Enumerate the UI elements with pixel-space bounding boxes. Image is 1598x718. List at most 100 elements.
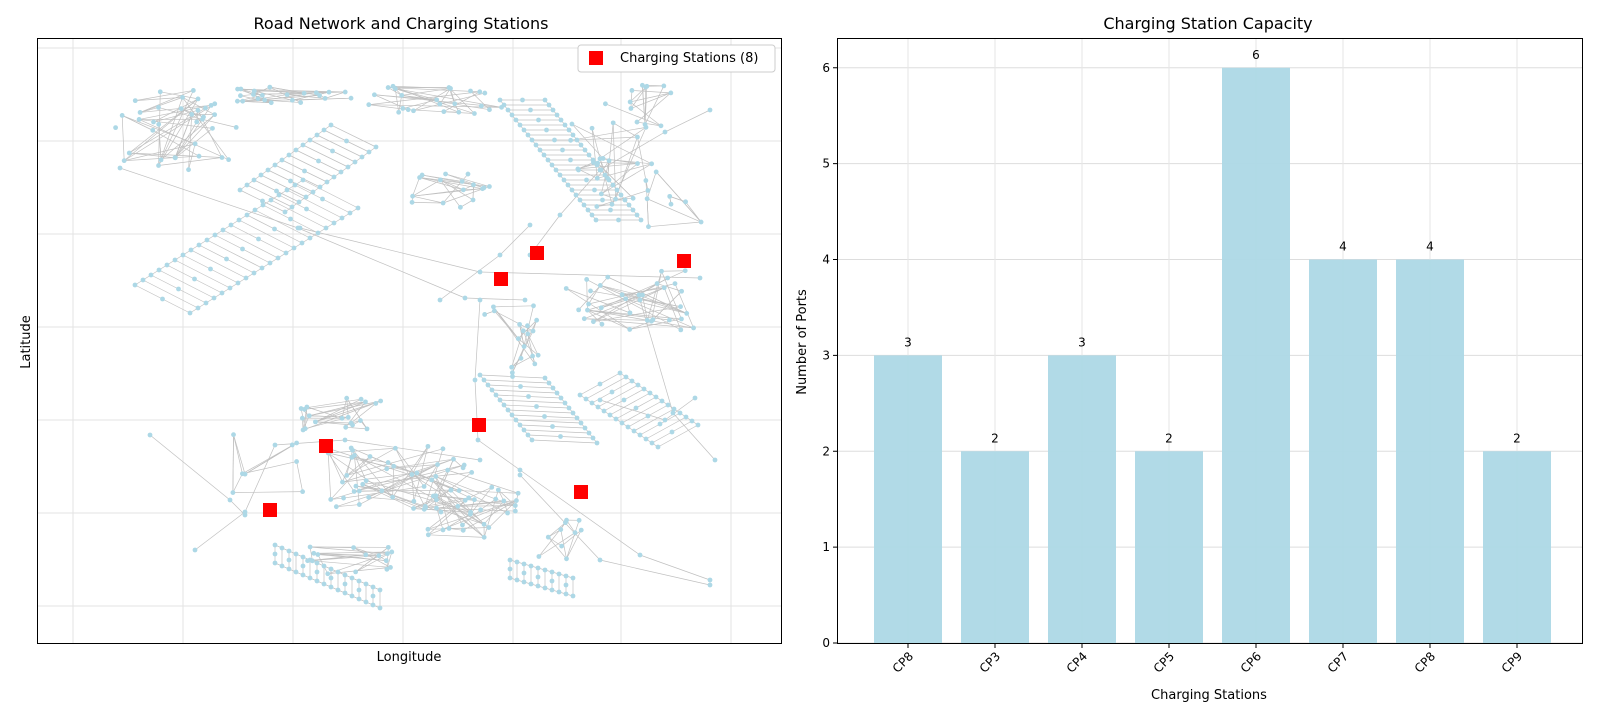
road-node [689, 418, 695, 424]
road-edge [633, 408, 675, 432]
road-node [522, 297, 528, 303]
road-node [389, 549, 395, 555]
road-edge [445, 173, 490, 187]
road-edge [651, 271, 662, 322]
road-node [338, 169, 344, 175]
road-node [314, 132, 320, 138]
road-edge [346, 448, 444, 476]
road-node [645, 413, 651, 419]
road-node [563, 286, 569, 291]
road-edge [428, 534, 485, 538]
road-node [589, 212, 595, 218]
road-node [219, 155, 225, 160]
x-tick-label: CP7 [1325, 649, 1351, 675]
road-node [196, 242, 202, 248]
road-node [390, 494, 395, 500]
road-node [291, 245, 297, 251]
road-node [282, 209, 288, 215]
road-node [610, 182, 616, 188]
road-node [530, 328, 536, 334]
road-edge [584, 318, 648, 321]
road-edge [362, 483, 414, 509]
road-edge [655, 171, 702, 223]
road-node [292, 182, 298, 188]
road-node [481, 521, 487, 527]
road-node [240, 471, 245, 477]
road-edge [605, 103, 662, 127]
road-node [639, 82, 645, 88]
road-node [425, 443, 431, 449]
road-node [542, 585, 548, 591]
road-node [259, 265, 265, 271]
road-node [199, 116, 205, 122]
road-node [330, 148, 335, 154]
road-node [119, 113, 125, 118]
road-node [562, 122, 568, 128]
road-node [265, 167, 271, 173]
road-node [638, 217, 644, 223]
road-edge [355, 485, 475, 501]
road-edge [639, 554, 711, 581]
road-edge [416, 472, 475, 500]
road-node [344, 395, 350, 401]
road-node [268, 100, 274, 106]
road-node [509, 370, 515, 376]
road-node [300, 177, 306, 183]
road-node [576, 307, 582, 313]
road-node [649, 440, 655, 446]
road-node [356, 596, 362, 602]
road-node [150, 127, 156, 133]
road-edge [419, 177, 483, 190]
road-node [668, 201, 674, 207]
road-node [335, 587, 341, 593]
bar-value-label: 4 [1426, 240, 1434, 254]
road-node [286, 566, 292, 572]
road-edge [423, 464, 438, 487]
road-edge [463, 500, 517, 531]
road-edge [511, 355, 533, 368]
road-edge [571, 123, 652, 165]
road-node [493, 496, 499, 502]
road-node [691, 325, 696, 331]
road-node [626, 202, 632, 208]
road-node [683, 414, 689, 420]
road-edge [644, 85, 665, 125]
road-edge [468, 487, 492, 499]
road-node [521, 570, 527, 576]
road-edge [158, 97, 183, 166]
road-node [481, 377, 487, 383]
road-node [356, 578, 362, 584]
road-node [385, 544, 391, 550]
road-node [466, 495, 472, 501]
road-edge [346, 397, 368, 430]
road-node [251, 88, 257, 94]
road-node [495, 487, 501, 493]
road-node [313, 90, 319, 96]
road-node [597, 397, 603, 403]
road-node [554, 390, 560, 396]
road-edge [593, 162, 638, 164]
road-node [670, 410, 676, 416]
road-edge [342, 468, 387, 483]
road-edge [119, 167, 299, 229]
road-node [204, 237, 210, 243]
road-node [594, 440, 600, 446]
road-node [549, 162, 555, 168]
x-axis-ticks: CP8 CP3 CP4 CP5 CP6 CP7 CP8 CP9 [890, 643, 1525, 676]
road-edge [301, 398, 362, 409]
road-node [456, 488, 462, 493]
road-node [628, 106, 634, 111]
road-node [598, 305, 604, 311]
road-node [299, 415, 305, 421]
road-edge [652, 291, 682, 320]
road-node [301, 406, 307, 412]
road-node [158, 157, 164, 163]
road-node [297, 225, 303, 231]
road-node [455, 503, 461, 509]
road-node [377, 587, 383, 593]
road-edge [593, 283, 658, 322]
road-node [570, 575, 576, 581]
road-node [574, 137, 580, 143]
road-node [301, 90, 307, 96]
road-node [558, 527, 564, 532]
